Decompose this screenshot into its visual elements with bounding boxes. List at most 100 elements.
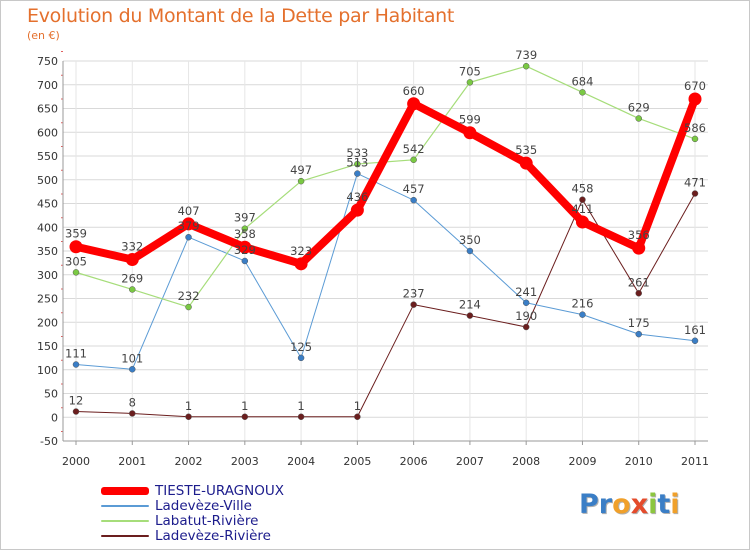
data-label-ladev-ze-rivi-re: 471 xyxy=(684,176,706,190)
series-point-ladev-ze-ville xyxy=(691,337,699,345)
x-tick-label: 2006 xyxy=(400,455,428,468)
series-point-ladev-ze-rivi-re xyxy=(185,413,192,421)
series-point-ladev-ze-rivi-re xyxy=(129,410,136,417)
logo-letter: r xyxy=(598,489,613,520)
y-tick-label: 450 xyxy=(37,198,58,211)
series-point-ladev-ze-ville xyxy=(354,170,361,177)
legend-label: Labatut-Rivière xyxy=(155,512,259,529)
data-label-ladev-ze-ville: 241 xyxy=(515,285,537,299)
x-tick-label: 2004 xyxy=(287,455,315,468)
series-point-labatut-rivi-re xyxy=(72,269,80,276)
y-tick-label: 600 xyxy=(37,126,58,139)
data-label-ladev-ze-ville: 350 xyxy=(459,233,481,247)
data-label-ladev-ze-rivi-re: 458 xyxy=(571,182,593,196)
series-point-ladev-ze-rivi-re xyxy=(579,196,586,203)
y-tick-label: 550 xyxy=(37,150,58,163)
data-label-ladev-ze-rivi-re: 1 xyxy=(297,399,304,413)
legend-swatch xyxy=(101,519,149,522)
legend-item-ladev-ze-rivi-re: Ladevèze-Rivière xyxy=(101,527,284,544)
y-tick-label: 350 xyxy=(37,245,58,258)
data-label-tieste-uragnoux: 670 xyxy=(684,79,706,93)
series-point-ladev-ze-ville xyxy=(410,196,417,204)
series-point-ladev-ze-rivi-re xyxy=(72,408,80,415)
data-label-labatut-rivi-re: 497 xyxy=(290,163,312,177)
data-label-labatut-rivi-re: 705 xyxy=(459,64,481,78)
logo-letter: P xyxy=(579,489,599,520)
series-point-ladev-ze-ville xyxy=(522,299,530,307)
x-tick-label: 2001 xyxy=(118,455,146,468)
series-point-labatut-rivi-re xyxy=(185,303,192,311)
data-label-labatut-rivi-re: 586 xyxy=(684,121,706,135)
legend-label: Ladevèze-Ville xyxy=(155,497,252,514)
x-tick-label: 2003 xyxy=(231,455,259,468)
series-point-labatut-rivi-re xyxy=(691,135,699,143)
series-point-ladev-ze-ville xyxy=(72,361,80,368)
y-tick-label: 100 xyxy=(37,364,58,377)
series-point-tieste-uragnoux xyxy=(125,253,139,267)
logo-letter: x xyxy=(630,489,649,520)
series-point-ladev-ze-ville xyxy=(635,330,642,338)
series-point-labatut-rivi-re xyxy=(241,225,249,232)
data-label-tieste-uragnoux: 407 xyxy=(178,204,200,218)
data-label-ladev-ze-rivi-re: 190 xyxy=(515,309,537,323)
data-label-tieste-uragnoux: 332 xyxy=(121,240,143,254)
series-point-labatut-rivi-re xyxy=(635,115,642,122)
data-label-ladev-ze-ville: 125 xyxy=(290,340,312,354)
series-point-labatut-rivi-re xyxy=(297,177,305,185)
data-label-tieste-uragnoux: 660 xyxy=(403,84,425,98)
x-tick-label: 2007 xyxy=(456,455,484,468)
data-label-ladev-ze-rivi-re: 261 xyxy=(628,275,650,289)
data-label-ladev-ze-rivi-re: 12 xyxy=(69,394,84,408)
data-label-labatut-rivi-re: 542 xyxy=(403,142,425,156)
y-tick-label: 200 xyxy=(37,316,58,329)
data-label-ladev-ze-ville: 175 xyxy=(628,316,650,330)
y-tick-label: 300 xyxy=(37,269,58,282)
data-label-tieste-uragnoux: 411 xyxy=(571,202,593,216)
series-point-tieste-uragnoux xyxy=(69,240,83,254)
data-label-ladev-ze-ville: 457 xyxy=(403,182,425,196)
y-tick-label: 650 xyxy=(37,103,58,116)
series-point-ladev-ze-ville xyxy=(297,354,305,362)
y-tick-label: 700 xyxy=(37,79,58,92)
series-point-labatut-rivi-re xyxy=(129,286,136,293)
legend-item-labatut-rivi-re: Labatut-Rivière xyxy=(101,512,284,529)
legend-label: Ladevèze-Rivière xyxy=(155,527,271,544)
series-point-tieste-uragnoux xyxy=(632,241,646,255)
legend-swatch xyxy=(101,534,149,537)
data-label-ladev-ze-ville: 329 xyxy=(234,243,256,257)
series-line-ladev-ze-ville xyxy=(75,173,696,370)
series-point-labatut-rivi-re xyxy=(354,160,361,168)
x-tick-label: 2010 xyxy=(625,455,653,468)
legend: TIESTE-URAGNOUX Ladevèze-Ville Labatut-Riv… xyxy=(101,483,284,544)
data-label-labatut-rivi-re: 305 xyxy=(65,254,87,268)
data-label-ladev-ze-rivi-re: 237 xyxy=(403,287,425,301)
data-label-ladev-ze-rivi-re: 1 xyxy=(354,399,361,413)
chart-title: Evolution du Montant de la Dette par Hab… xyxy=(27,5,455,27)
series-point-ladev-ze-ville xyxy=(579,311,586,318)
y-tick-label: 0 xyxy=(51,411,58,424)
series-line-ladev-ze-rivi-re xyxy=(75,193,696,418)
series-point-tieste-uragnoux xyxy=(182,217,196,231)
series-point-tieste-uragnoux xyxy=(294,257,308,271)
y-tick-label: 50 xyxy=(44,388,58,401)
series-point-labatut-rivi-re xyxy=(466,79,474,86)
series-point-tieste-uragnoux xyxy=(519,156,533,170)
data-label-ladev-ze-rivi-re: 214 xyxy=(459,298,481,312)
x-tick-label: 2005 xyxy=(343,455,371,468)
data-label-tieste-uragnoux: 358 xyxy=(234,227,256,241)
series-point-ladev-ze-rivi-re xyxy=(297,413,305,421)
x-tick-label: 2008 xyxy=(512,455,540,468)
data-label-tieste-uragnoux: 599 xyxy=(459,113,481,127)
y-tick-label: -50 xyxy=(40,435,58,448)
x-tick-label: 2009 xyxy=(568,455,596,468)
y-tick-label: 750 xyxy=(37,55,58,68)
legend-swatch xyxy=(101,504,149,507)
data-label-labatut-rivi-re: 533 xyxy=(346,146,368,160)
series-point-ladev-ze-rivi-re xyxy=(635,290,642,297)
logo-letter: i xyxy=(670,489,680,520)
data-label-ladev-ze-ville: 111 xyxy=(65,347,87,361)
legend-item-ladev-ze-ville: Ladevèze-Ville xyxy=(101,497,284,514)
data-label-tieste-uragnoux: 359 xyxy=(65,227,87,241)
data-label-labatut-rivi-re: 629 xyxy=(628,100,650,114)
